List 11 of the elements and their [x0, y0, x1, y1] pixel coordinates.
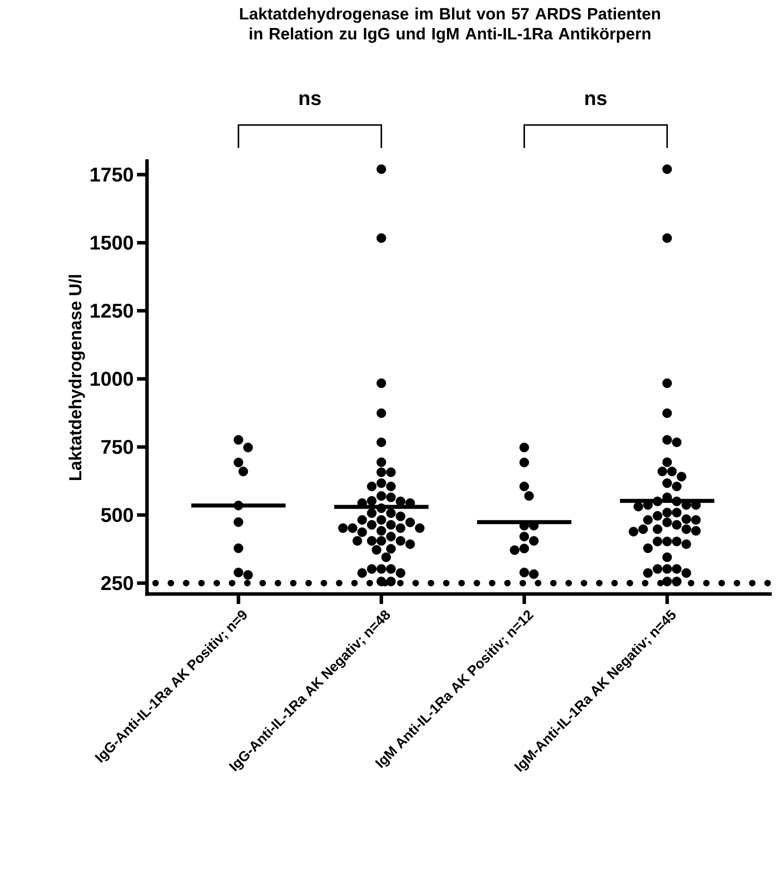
- y-tick-label: 1000: [90, 372, 133, 386]
- y-tick-label: 1500: [90, 236, 133, 250]
- text: ns: [300, 94, 321, 106]
- y-tick-label: 250: [101, 576, 133, 590]
- y-tick-label: 1250: [90, 304, 133, 318]
- chart-title: Laktatdehydrogenase im Blut von 57 ARDS Patienten in Relation zu IgG und IgM Anti-IL-1Ra Antikörpern: [240, 8, 660, 43]
- y-tick-label: 1750: [90, 168, 133, 182]
- y-tick-label: 750: [101, 440, 133, 454]
- y-axis-title: Laktatdehydrogenase U/l: [68, 275, 85, 480]
- y-tick-label: 500: [101, 508, 133, 522]
- text: ns: [585, 94, 606, 106]
